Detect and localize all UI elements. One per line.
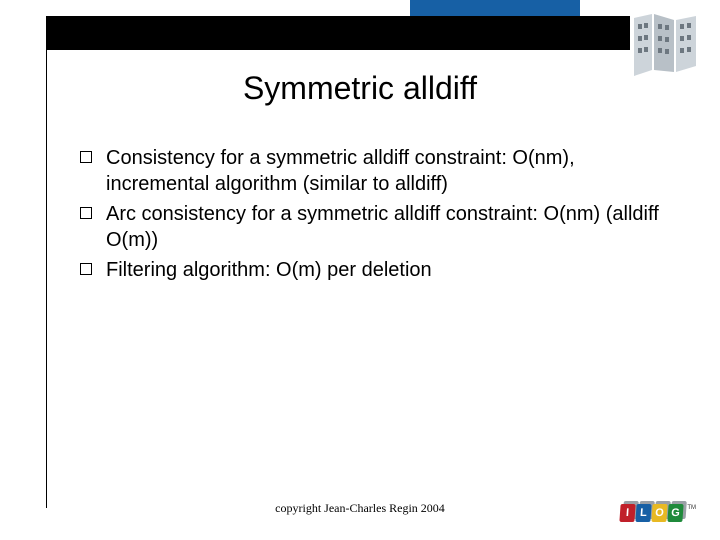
ilog-logo: I L O G TM (620, 504, 696, 522)
trademark-text: TM (687, 505, 696, 511)
bullet-list: Consistency for a symmetric alldiff cons… (80, 145, 670, 287)
bullet-text: Arc consistency for a symmetric alldiff … (106, 201, 670, 253)
list-item: Filtering algorithm: O(m) per deletion (80, 257, 670, 283)
square-bullet-icon (80, 151, 92, 163)
square-bullet-icon (80, 263, 92, 275)
bullet-text: Consistency for a symmetric alldiff cons… (106, 145, 670, 197)
building-decoration (630, 14, 698, 76)
logo-letter: G (671, 507, 680, 519)
copyright-text: copyright Jean-Charles Regin 2004 (0, 501, 720, 516)
logo-letter: I (626, 507, 630, 519)
logo-letter: O (655, 507, 664, 519)
logo-cube-l: L (636, 504, 652, 522)
header-black-bar (46, 16, 636, 50)
logo-letter: L (640, 507, 648, 519)
logo-cube-g: G (668, 504, 684, 522)
logo-cubes: I L O G (620, 504, 684, 522)
slide-title: Symmetric alldiff (0, 70, 720, 107)
bullet-text: Filtering algorithm: O(m) per deletion (106, 257, 432, 283)
logo-cube-o: O (652, 504, 668, 522)
header-blue-block (410, 0, 580, 16)
list-item: Arc consistency for a symmetric alldiff … (80, 201, 670, 253)
logo-cube-i: I (620, 504, 636, 522)
square-bullet-icon (80, 207, 92, 219)
list-item: Consistency for a symmetric alldiff cons… (80, 145, 670, 197)
